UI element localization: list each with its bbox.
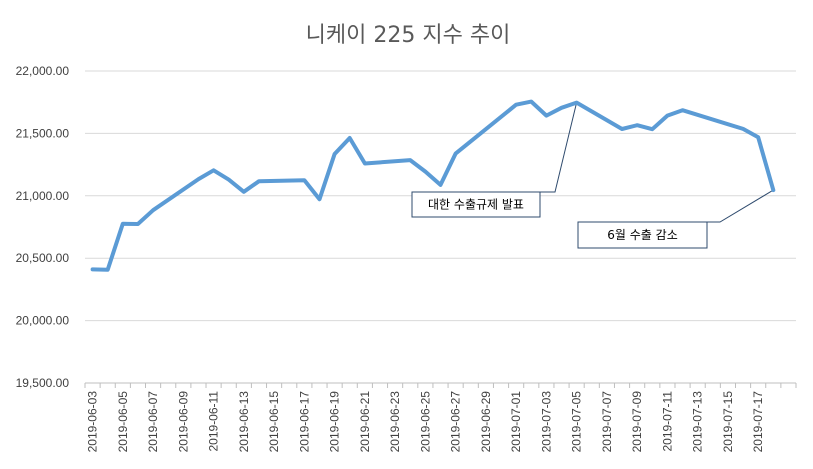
y-tick-label: 19,500.00	[16, 376, 70, 390]
series-line	[90, 99, 776, 272]
x-tick-label: 2019-07-15	[721, 391, 735, 453]
x-tick-label: 2019-07-03	[539, 391, 553, 453]
annotation-box	[577, 221, 708, 249]
annotation-text: 6월 수출 감소	[607, 228, 677, 242]
x-tick-label: 2019-07-17	[751, 391, 765, 453]
x-tick-label: 2019-06-17	[297, 391, 311, 453]
annotation-callouts: 대한 수출규제 발표 6월 수출 감소	[411, 191, 708, 249]
x-axis	[84, 382, 797, 388]
y-tick-label: 21,000.00	[16, 189, 70, 203]
x-tick-label: 2019-06-05	[116, 391, 130, 453]
x-tick-label: 2019-07-01	[509, 391, 523, 453]
x-tick-label: 2019-07-07	[600, 391, 614, 453]
x-tick-label: 2019-06-13	[237, 391, 251, 453]
annotation-leader	[540, 102, 578, 193]
x-tick-label: 2019-07-09	[630, 391, 644, 453]
annotation-leader	[707, 189, 774, 223]
x-tick-label: 2019-06-29	[479, 391, 493, 453]
x-tick-label: 2019-06-09	[176, 391, 190, 453]
x-tick-label: 2019-07-13	[691, 391, 705, 453]
y-tick-label: 22,000.00	[16, 64, 70, 78]
chart-title: 니케이 225 지수 추이	[306, 23, 511, 48]
x-tick-label: 2019-07-05	[570, 391, 584, 453]
y-axis-tick-labels: 22,000.00 21,500.00 21,000.00 20,500.00 20,0…	[16, 64, 70, 390]
annotation-text: 대한 수출규제 발표	[428, 198, 524, 212]
annotation-leader-lines	[540, 102, 774, 223]
y-tick-label: 21,500.00	[16, 126, 70, 140]
x-tick-label: 2019-06-03	[86, 391, 100, 453]
x-tick-label: 2019-06-19	[328, 391, 342, 453]
y-tick-label: 20,500.00	[16, 251, 70, 265]
x-tick-label: 2019-06-23	[388, 391, 402, 453]
x-tick-label: 2019-07-11	[660, 391, 674, 452]
x-axis-tick-labels: 2019-06-03 2019-06-05 2019-06-07 2019-06-09…	[86, 391, 766, 453]
annotation-box	[411, 191, 541, 218]
x-tick-label: 2019-06-07	[146, 391, 160, 453]
y-tick-label: 20,000.00	[16, 314, 70, 328]
x-tick-label: 2019-06-15	[267, 391, 281, 453]
x-tick-label: 2019-06-27	[449, 391, 463, 453]
series-group	[90, 99, 776, 272]
x-tick-label: 2019-06-21	[358, 391, 372, 453]
x-tick-label: 2019-06-25	[418, 391, 432, 453]
x-tick-label: 2019-06-11	[207, 391, 221, 452]
